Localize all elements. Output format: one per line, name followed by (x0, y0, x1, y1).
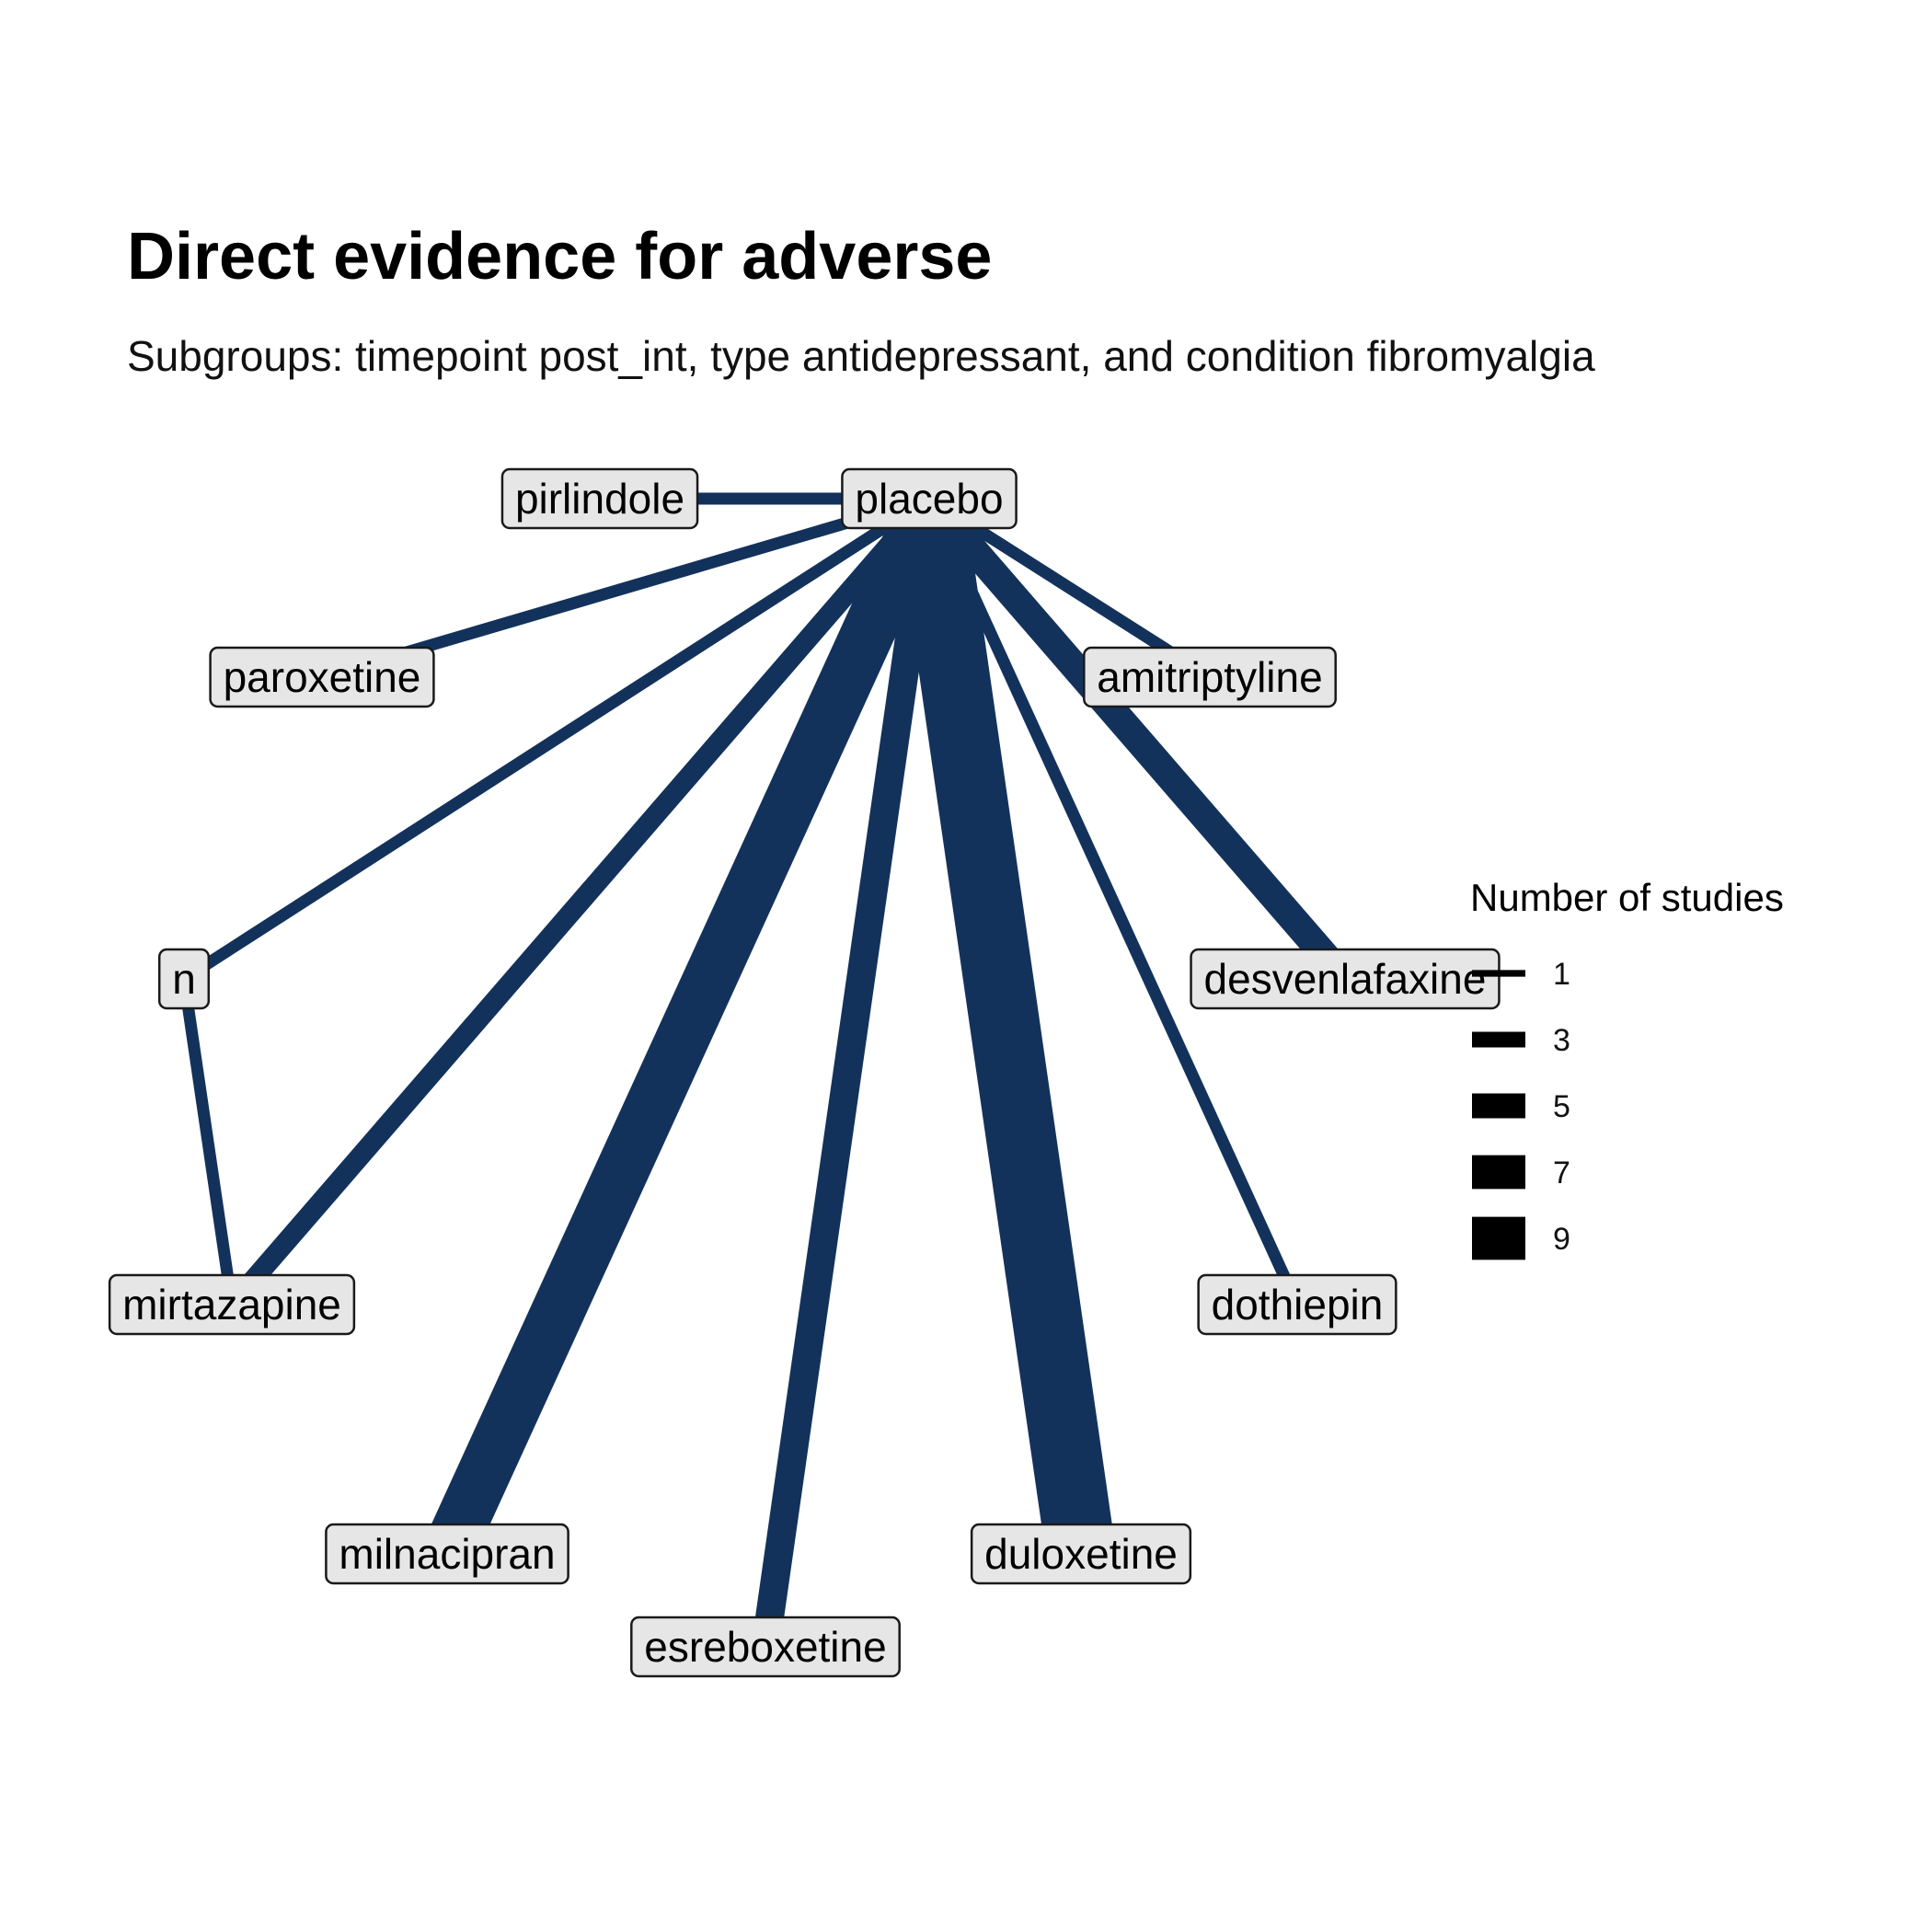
node-label-esreboxetine: esreboxetine (644, 1623, 886, 1671)
edge-placebo-milnacipran (422, 487, 954, 1566)
node-milnacipran: milnacipran (325, 1523, 569, 1585)
edge-placebo-duloxetine (894, 493, 1116, 1559)
node-duloxetine: duloxetine (970, 1523, 1192, 1585)
node-label-amitriptyline: amitriptyline (1097, 653, 1322, 701)
edge-placebo-mirtazapine (224, 491, 937, 1312)
edge-placebo-esreboxetine (751, 496, 944, 1650)
legend-title: Number of studies (1470, 876, 1784, 919)
node-paroxetine: paroxetine (209, 646, 435, 708)
node-box-mirtazapine (108, 1273, 356, 1336)
node-box-desvenlafaxine (1190, 948, 1501, 1010)
node-pirlindole: pirlindole (500, 467, 699, 530)
node-box-paroxetine (209, 646, 435, 708)
node-dothiepin: dothiepin (1197, 1273, 1397, 1336)
node-box-amitriptyline (1083, 646, 1337, 708)
node-amitriptyline: amitriptyline (1083, 646, 1337, 708)
edge-placebo-desvenlafaxine (918, 489, 1356, 989)
legend-label-3: 3 (1553, 1023, 1570, 1058)
edge-placebo-n (180, 493, 933, 984)
node-label-pirlindole: pirlindole (515, 475, 684, 523)
legend-label-7: 7 (1553, 1156, 1570, 1190)
node-label-dothiepin: dothiepin (1212, 1281, 1384, 1328)
chart-title: Direct evidence for adverse (127, 220, 993, 293)
node-label-desvenlafaxine: desvenlafaxine (1204, 955, 1487, 1003)
node-label-mirtazapine: mirtazapine (122, 1281, 341, 1328)
node-box-n (157, 948, 211, 1010)
node-mirtazapine: mirtazapine (108, 1273, 356, 1336)
node-box-duloxetine (970, 1523, 1192, 1585)
node-box-placebo (841, 467, 1018, 530)
legend-label-1: 1 (1553, 957, 1570, 992)
node-label-milnacipran: milnacipran (339, 1530, 555, 1578)
node-label-placebo: placebo (855, 475, 1003, 523)
node-placebo: placebo (841, 467, 1018, 530)
nodes-layer: placebo pirlindole paroxetine amitriptyline… (108, 467, 1501, 1678)
node-label-n: n (172, 955, 196, 1003)
chart-subtitle: Subgroups: timepoint post_int, type anti… (127, 332, 1595, 380)
node-box-milnacipran (325, 1523, 569, 1585)
node-n: n (157, 948, 211, 1010)
legend-label-5: 5 (1553, 1089, 1570, 1124)
legend-label-9: 9 (1553, 1222, 1570, 1257)
node-label-paroxetine: paroxetine (224, 653, 421, 701)
edges-layer (178, 487, 1356, 1650)
legend: 1 3 5 7 9 (1472, 957, 1570, 1260)
node-box-esreboxetine (630, 1616, 901, 1678)
node-box-pirlindole (500, 467, 699, 530)
node-box-dothiepin (1197, 1273, 1397, 1336)
edge-n-mirtazapine (178, 978, 238, 1305)
node-label-duloxetine: duloxetine (984, 1530, 1178, 1578)
node-desvenlafaxine: desvenlafaxine (1190, 948, 1501, 1010)
node-esreboxetine: esreboxetine (630, 1616, 901, 1678)
edge-placebo-dothiepin (924, 496, 1303, 1307)
